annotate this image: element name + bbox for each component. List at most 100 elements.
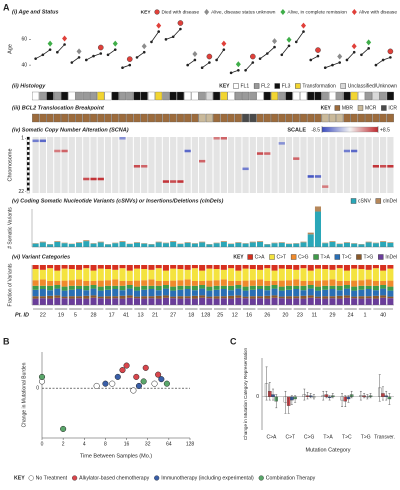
bar-segment xyxy=(170,265,177,269)
bar-segment xyxy=(286,269,293,281)
scna-cell xyxy=(380,165,387,168)
axis-label: Change in Mutation Category Representati… xyxy=(243,347,248,440)
bar-segment xyxy=(278,290,285,297)
bar-segment xyxy=(39,241,46,243)
bar-segment xyxy=(90,265,97,271)
bar-segment xyxy=(343,242,350,243)
patient-id: 128 xyxy=(201,312,210,318)
chromosome-band xyxy=(26,147,30,150)
bar-segment xyxy=(126,244,133,247)
heatmap-column xyxy=(242,137,249,193)
bar-segment xyxy=(119,290,126,296)
strip-cell xyxy=(111,91,119,101)
strip-cell xyxy=(249,91,257,101)
bar-segment xyxy=(365,241,372,243)
scatter-point xyxy=(109,380,116,387)
legend-label: cInDel xyxy=(383,198,397,204)
patient-row-label: Pt. ID xyxy=(15,312,29,318)
bar-segment xyxy=(199,265,206,271)
bar-segment xyxy=(155,281,162,286)
age-line xyxy=(136,51,145,58)
status-marker xyxy=(177,20,184,26)
heatmap-column xyxy=(278,137,285,193)
bar-segment xyxy=(343,270,350,281)
bar-segment xyxy=(155,268,162,281)
error-bar xyxy=(359,391,362,401)
age-point xyxy=(266,52,269,55)
bar-segment xyxy=(307,265,314,271)
bar-segment xyxy=(213,285,220,290)
legend-label: FL3 xyxy=(282,83,291,89)
bar-segment xyxy=(271,295,278,298)
bar-segment xyxy=(278,242,285,247)
scna-cell xyxy=(170,180,177,183)
patient-id: 16 xyxy=(246,312,252,318)
bar-segment xyxy=(249,241,256,243)
bar-segment xyxy=(199,285,206,289)
legend-label: MCR xyxy=(365,105,377,111)
legend-label: T>G xyxy=(363,254,373,260)
panel-title: (i) Age and Status xyxy=(12,9,59,15)
error-bar xyxy=(265,366,268,401)
legend-swatch xyxy=(334,105,341,111)
strip-cell xyxy=(198,113,206,123)
strip-cell xyxy=(126,113,134,123)
y-tick-label: 22 xyxy=(18,189,24,195)
panel-title: (iv) Somatic Copy Number Alteration (SCN… xyxy=(12,127,129,133)
scna-cell xyxy=(293,157,300,160)
age-point xyxy=(135,56,139,59)
heatmap-column xyxy=(256,137,264,193)
error-bar xyxy=(366,394,369,400)
age-point xyxy=(251,61,255,64)
patient-id: 28 xyxy=(90,312,96,318)
bar-segment xyxy=(235,288,242,296)
bar-segment xyxy=(358,265,365,269)
scna-cell xyxy=(184,149,191,153)
age-point xyxy=(294,40,298,44)
bar-segment xyxy=(213,280,220,286)
heatmap-column xyxy=(39,137,46,193)
bar-segment xyxy=(380,297,387,305)
status-marker xyxy=(47,40,53,47)
heatmap-column xyxy=(293,137,300,193)
bar-segment xyxy=(39,298,46,305)
error-bar xyxy=(388,393,391,405)
bar-segment xyxy=(119,281,126,286)
bar-segment xyxy=(61,286,68,291)
scatter-point xyxy=(123,362,130,369)
bar-segment xyxy=(105,280,112,286)
scna-cell xyxy=(90,177,97,181)
strip-cell xyxy=(90,113,98,123)
age-point xyxy=(309,58,313,62)
bar-segment xyxy=(112,265,119,270)
bar-segment xyxy=(76,265,83,270)
bar-segment xyxy=(329,269,336,280)
bar-segment xyxy=(133,298,140,305)
scna-cell xyxy=(256,152,264,155)
strip-cell xyxy=(140,113,148,123)
legend-swatch xyxy=(280,9,286,15)
bar-segment xyxy=(141,280,148,286)
legend-swatch xyxy=(350,198,357,204)
legend-swatch xyxy=(340,83,346,89)
x-tick-label: C>A xyxy=(266,434,277,440)
strip-cell xyxy=(350,113,358,123)
bar-segment xyxy=(264,298,271,305)
bar-segment xyxy=(351,280,358,287)
scna-cell xyxy=(351,149,358,153)
strip-cell xyxy=(126,91,134,101)
bar-segment xyxy=(322,296,329,299)
strip-cell xyxy=(372,113,380,123)
bar-segment xyxy=(249,285,256,290)
age-point xyxy=(331,63,334,67)
bar-segment xyxy=(358,289,365,297)
chromosome-band xyxy=(26,182,30,186)
heatmap-column xyxy=(336,137,343,193)
strip-cell xyxy=(278,91,286,101)
legend-label: Immunotherapy (including experimental) xyxy=(161,475,254,481)
status-marker xyxy=(315,47,321,53)
bar-segment xyxy=(90,281,97,285)
chromosome-band xyxy=(26,177,30,181)
bar-segment xyxy=(365,265,372,270)
heatmap-column xyxy=(170,137,177,193)
